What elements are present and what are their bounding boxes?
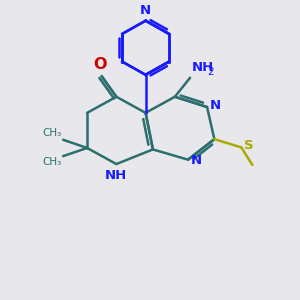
Text: N: N <box>140 4 151 16</box>
Text: CH₃: CH₃ <box>42 128 62 138</box>
Text: 2: 2 <box>208 68 214 77</box>
Text: O: O <box>94 57 107 72</box>
Text: N: N <box>209 99 220 112</box>
Text: CH₃: CH₃ <box>42 157 62 167</box>
Text: S: S <box>244 140 254 152</box>
Text: N: N <box>190 154 202 167</box>
Text: NH: NH <box>191 61 214 74</box>
Text: NH: NH <box>105 169 127 182</box>
